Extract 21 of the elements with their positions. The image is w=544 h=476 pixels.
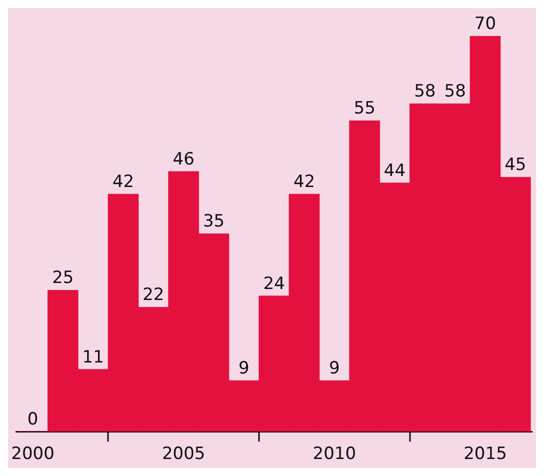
x-tick-label: 2015 <box>464 444 507 464</box>
data-label: 55 <box>354 98 376 119</box>
data-label: 44 <box>384 160 406 181</box>
x-tick-label: 2000 <box>11 444 54 464</box>
x-tick-label: 2005 <box>162 444 206 464</box>
data-label: 0 <box>27 410 38 430</box>
data-label: 70 <box>474 14 496 34</box>
data-label: 24 <box>263 274 285 294</box>
data-label: 35 <box>202 212 225 232</box>
data-label: 46 <box>172 150 194 170</box>
data-label: 58 <box>414 82 436 102</box>
data-label: 22 <box>142 285 164 306</box>
data-label: 9 <box>329 358 340 379</box>
data-label: 25 <box>52 268 74 288</box>
data-label: 42 <box>112 172 134 192</box>
data-label: 9 <box>238 358 250 379</box>
data-label: 11 <box>82 347 104 368</box>
x-tick-label: 2010 <box>312 444 356 464</box>
data-label: 45 <box>504 155 526 176</box>
data-label: 58 <box>444 82 466 102</box>
data-label: 42 <box>293 172 316 192</box>
